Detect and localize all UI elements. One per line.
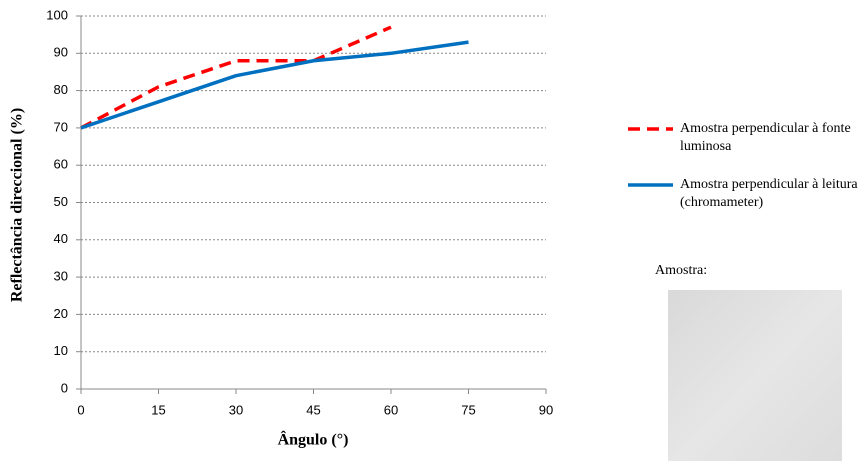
y-axis-label: Reflectância direccional (%) xyxy=(9,108,26,302)
x-tick-label: 60 xyxy=(384,402,398,417)
x-tick-label: 30 xyxy=(229,402,243,417)
y-tick-label: 50 xyxy=(54,194,68,209)
y-tick-label: 90 xyxy=(54,45,68,60)
x-tick-label: 75 xyxy=(461,402,475,417)
series-line xyxy=(80,40,469,130)
y-tick-label: 70 xyxy=(54,119,68,134)
y-tick-label: 40 xyxy=(54,231,68,246)
y-tick-label: 0 xyxy=(61,380,68,395)
y-tick-label: 60 xyxy=(54,157,68,172)
y-tick-label: 10 xyxy=(54,343,68,358)
y-tick-label: 80 xyxy=(54,82,68,97)
x-tick-label: 90 xyxy=(539,402,553,417)
series-line xyxy=(80,25,392,130)
legend-label: Amostra perpendicular à fonte luminosa xyxy=(680,121,851,154)
sample-label: Amostra: xyxy=(655,263,708,278)
y-tick-label: 100 xyxy=(46,7,68,22)
sample-image xyxy=(668,290,842,461)
x-tick-label: 0 xyxy=(77,402,84,417)
y-tick-label: 30 xyxy=(54,269,68,284)
y-tick-label: 20 xyxy=(54,306,68,321)
x-tick-label: 45 xyxy=(306,402,320,417)
x-axis-label: Ângulo (°) xyxy=(278,430,349,449)
x-tick-label: 15 xyxy=(151,402,165,417)
legend-label: Amostra perpendicular à leitura (chromam… xyxy=(680,177,858,210)
